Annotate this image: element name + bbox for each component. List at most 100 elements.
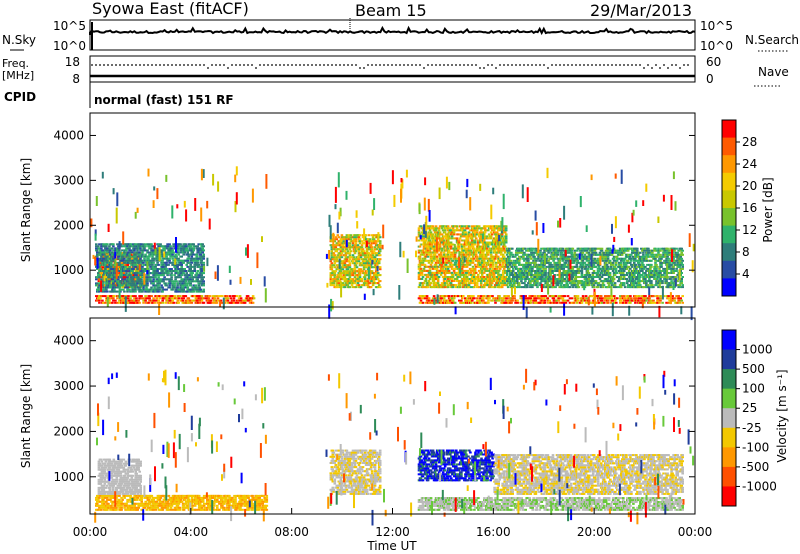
range-gate-cell xyxy=(115,278,119,281)
range-gate-cell xyxy=(574,276,578,278)
range-gate-cell xyxy=(516,274,519,276)
range-gate-cell xyxy=(508,249,511,252)
range-gate-cell xyxy=(447,271,451,274)
range-gate-cell xyxy=(596,272,600,274)
range-gate-cell xyxy=(362,262,366,265)
range-gate-cell xyxy=(545,259,548,262)
range-gate-cell xyxy=(171,295,174,298)
range-gate-cell xyxy=(565,282,568,285)
range-gate-cell xyxy=(568,301,572,304)
range-gate-cell xyxy=(446,286,450,289)
range-gate-cell xyxy=(450,251,454,254)
range-gate-cell xyxy=(144,295,147,298)
range-gate-cell xyxy=(483,235,487,238)
range-gate-cell xyxy=(558,286,561,289)
range-gate-cell xyxy=(498,239,502,242)
range-gate-cell xyxy=(376,238,380,241)
range-gate-cell xyxy=(495,237,499,240)
range-gate-cell xyxy=(344,236,348,239)
range-gate-cell xyxy=(508,267,511,270)
nave-dot xyxy=(123,64,125,66)
range-gate-cell xyxy=(460,245,464,248)
range-gate-cell xyxy=(483,241,487,244)
range-gate-cell xyxy=(573,251,577,254)
range-gate-cell xyxy=(624,297,627,300)
range-gate-cell xyxy=(466,297,469,300)
range-gate-cell xyxy=(502,227,506,230)
range-gate-cell xyxy=(510,301,513,304)
nave-dot xyxy=(407,64,409,66)
nave-dot xyxy=(251,64,253,66)
range-gate-cell xyxy=(504,276,508,278)
range-gate-cell xyxy=(330,256,334,259)
range-gate-cell xyxy=(517,257,520,260)
range-gate-cell xyxy=(488,241,492,244)
range-gate-cell xyxy=(487,249,491,252)
range-gate-cell xyxy=(455,265,459,268)
range-gate-cell xyxy=(464,269,468,272)
range-gate-cell xyxy=(418,257,422,260)
range-gate-cell xyxy=(555,247,558,250)
range-gate-cell xyxy=(434,265,438,268)
range-gate-cell xyxy=(606,255,610,258)
range-gate-cell xyxy=(583,267,587,270)
range-gate-cell xyxy=(648,297,651,300)
range-gate-cell xyxy=(346,250,350,253)
range-gate-cell xyxy=(535,257,538,260)
range-gate-cell xyxy=(359,268,363,271)
range-gate-cell xyxy=(422,237,426,240)
range-gate-cell xyxy=(634,301,637,304)
range-gate-cell xyxy=(450,231,454,234)
range-gate-cell xyxy=(562,253,565,256)
range-gate-cell xyxy=(580,276,584,278)
range-gate-cell xyxy=(594,265,598,268)
range-gate-cell xyxy=(611,270,615,272)
range-gate-cell xyxy=(571,286,575,289)
range-gate-cell xyxy=(606,274,610,276)
range-gate-cell xyxy=(333,240,337,243)
range-gate-cell xyxy=(634,297,637,300)
range-gate-cell xyxy=(606,265,610,268)
range-gate-cell xyxy=(439,284,443,287)
range-gate-cell xyxy=(609,265,613,268)
range-gate-cell xyxy=(552,301,556,304)
range-gate-cell xyxy=(501,261,505,264)
range-gate-cell xyxy=(598,247,602,250)
range-gate-cell xyxy=(425,259,429,262)
range-gate-cell xyxy=(591,253,595,256)
range-gate-cell xyxy=(157,299,160,302)
range-gate-cell xyxy=(330,274,334,277)
range-gate-cell xyxy=(375,264,379,267)
range-gate-cell xyxy=(375,248,379,251)
range-gate-cell xyxy=(358,238,362,241)
range-gate-cell xyxy=(477,247,481,250)
range-gate-cell xyxy=(452,237,456,240)
range-gate-cell xyxy=(102,268,106,271)
range-gate-cell xyxy=(544,267,547,270)
range-gate-cell xyxy=(479,233,483,236)
range-gate-cell xyxy=(600,257,604,260)
range-gate-cell xyxy=(553,274,556,276)
range-gate-cell xyxy=(464,297,467,300)
range-gate-cell xyxy=(178,295,182,298)
range-gate-cell xyxy=(478,265,482,268)
range-gate-cell xyxy=(365,270,369,273)
range-gate-cell xyxy=(482,280,486,282)
range-gate-cell xyxy=(468,263,472,266)
range-gate-cell xyxy=(367,252,371,255)
range-gate-cell xyxy=(355,246,359,249)
range-gate-cell xyxy=(550,265,553,268)
range-gate-cell xyxy=(513,259,516,262)
range-gate-cell xyxy=(443,273,447,276)
range-gate-cell xyxy=(677,297,680,300)
range-gate-cell xyxy=(337,282,341,285)
range-gate-cell xyxy=(341,282,345,285)
range-gate-cell xyxy=(457,245,461,248)
range-gate-cell xyxy=(441,229,445,232)
range-gate-cell xyxy=(474,265,478,268)
range-gate-cell xyxy=(473,235,477,238)
nave-dot xyxy=(115,64,117,66)
range-gate-cell xyxy=(350,256,354,259)
range-gate-cell xyxy=(578,249,582,252)
range-gate-cell xyxy=(608,274,612,276)
